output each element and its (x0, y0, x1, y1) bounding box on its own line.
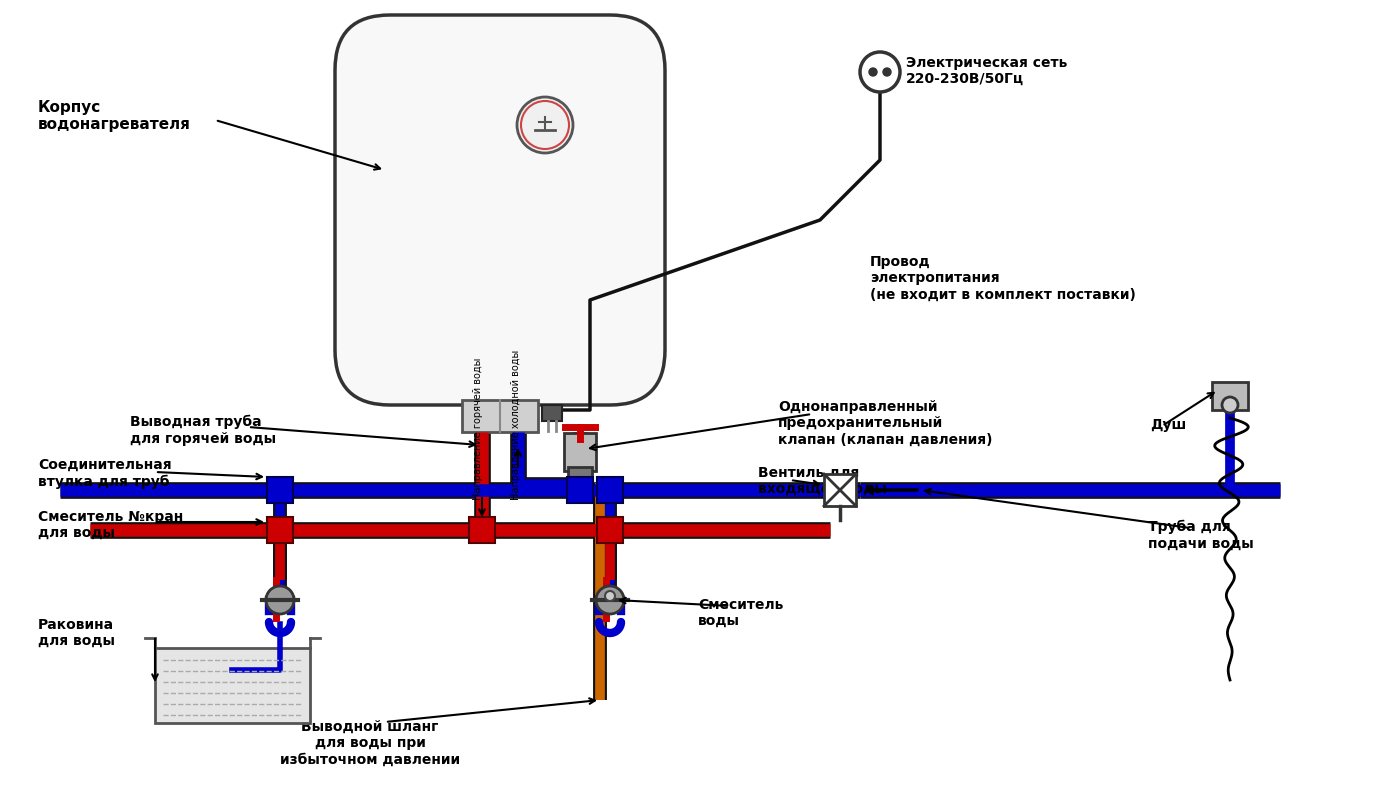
Circle shape (520, 101, 569, 149)
Bar (597, 477, 623, 503)
Text: Корпус
водонагревателя: Корпус водонагревателя (37, 100, 191, 132)
Text: Соединительная
втулка для труб: Соединительная втулка для труб (37, 458, 172, 489)
Bar (267, 517, 293, 543)
Bar (543, 405, 562, 421)
Circle shape (883, 68, 891, 76)
Bar (267, 477, 293, 503)
Text: Душ: Душ (1150, 418, 1186, 432)
Bar (567, 477, 592, 503)
Circle shape (597, 586, 624, 614)
Circle shape (266, 586, 293, 614)
Text: Однонаправленный
предохранительный
клапан (клапан давления): Однонаправленный предохранительный клапа… (778, 400, 992, 446)
Text: Направление холодной воды: Направление холодной воды (511, 350, 520, 500)
Text: Выводной шланг
для воды при
избыточном давлении: Выводной шланг для воды при избыточном д… (280, 720, 459, 766)
Bar (462, 400, 538, 432)
Circle shape (869, 68, 877, 76)
Circle shape (518, 97, 573, 153)
Text: Электрическая сеть
220-230В/50Гц: Электрическая сеть 220-230В/50Гц (907, 56, 1067, 86)
Text: Вентиль для
входящей воды: Вентиль для входящей воды (758, 466, 887, 496)
Bar (597, 517, 623, 543)
Bar (823, 474, 855, 506)
Text: Смеситель №кран
для воды: Смеситель №кран для воды (37, 510, 183, 540)
Circle shape (1222, 397, 1239, 413)
Bar (155, 648, 310, 723)
Text: Смеситель
воды: Смеситель воды (698, 598, 783, 628)
Bar (469, 517, 495, 543)
Text: Направление горячей воды: Направление горячей воды (473, 358, 483, 500)
Bar (567, 467, 592, 485)
Bar (565, 433, 597, 471)
Text: Провод
электропитания
(не входит в комплект поставки): Провод электропитания (не входит в компл… (871, 255, 1136, 302)
Text: Раковина
для воды: Раковина для воды (37, 618, 115, 648)
Text: Труба для
подачи воды: Труба для подачи воды (1147, 520, 1254, 550)
FancyBboxPatch shape (335, 15, 664, 405)
Circle shape (605, 591, 614, 601)
Circle shape (859, 52, 900, 92)
Bar (1212, 382, 1248, 410)
Text: Выводная труба
для горячей воды: Выводная труба для горячей воды (130, 415, 277, 446)
